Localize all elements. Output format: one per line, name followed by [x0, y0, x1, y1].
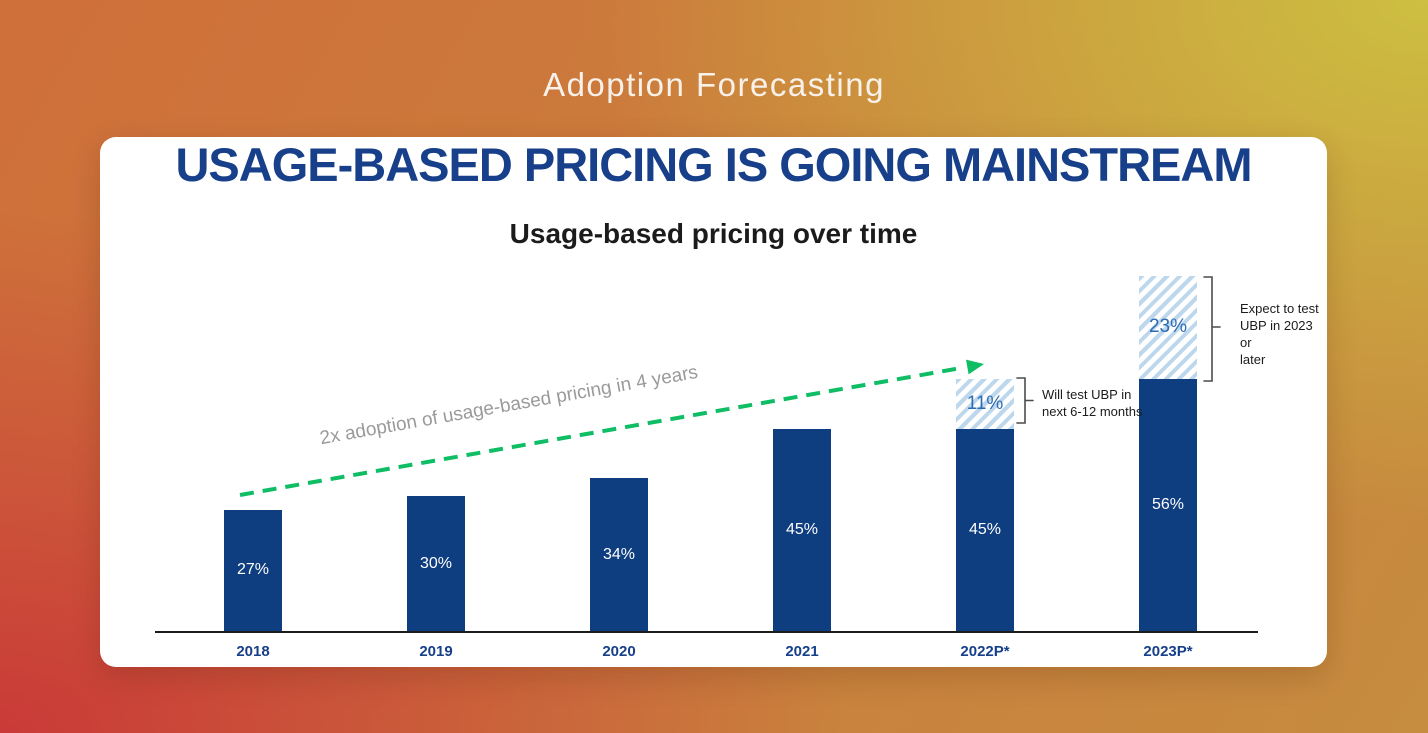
bracket-2023-icon	[1203, 276, 1221, 382]
bar-value-label: 30%	[419, 554, 453, 572]
bar-value-label: 34%	[602, 545, 636, 563]
annotation-2023: Expect to test UBP in 2023 or later	[1240, 301, 1319, 367]
slide-headline: USAGE-BASED PRICING IS GOING MAINSTREAM	[175, 138, 1252, 191]
bar-2021: 45%	[773, 428, 831, 631]
bar-2018: 27%	[224, 509, 282, 631]
trend-arrowhead-icon	[966, 359, 984, 375]
trend-annotation: 2x adoption of usage-based pricing in 4 …	[318, 361, 700, 450]
bar-2023P*: 56%	[1139, 379, 1197, 631]
annotation-2022: Will test UBP in next 6-12 months	[1042, 387, 1143, 419]
bar-chart: 27% 2018 30% 2019 34% 2020 45% 2021 45% 11% 2022P*…	[100, 137, 1327, 667]
page-title: Adoption Forecasting	[543, 66, 885, 103]
chart-title: Usage-based pricing over time	[509, 218, 918, 249]
bar-projected-label: 11%	[966, 392, 1004, 414]
bar-2020: 34%	[590, 478, 648, 631]
bar-value-label: 45%	[968, 520, 1002, 538]
bar-2019: 30%	[407, 496, 465, 631]
bar-projected-label: 23%	[1148, 316, 1188, 338]
x-axis-line	[155, 631, 1258, 633]
x-axis-label-2021: 2021	[785, 643, 819, 660]
x-axis-label-2020: 2020	[602, 643, 636, 660]
x-axis-label-2023P*: 2023P*	[1143, 643, 1193, 660]
x-axis-label-2022P*: 2022P*	[960, 643, 1010, 660]
bar-value-label: 45%	[785, 520, 819, 538]
x-axis-label-2018: 2018	[236, 643, 270, 660]
slide-card: USAGE-BASED PRICING IS GOING MAINSTREAM …	[100, 137, 1327, 667]
bracket-2022-icon	[1016, 377, 1034, 424]
bar-projected-2023P*: 23%	[1139, 275, 1197, 379]
bar-value-label: 56%	[1151, 496, 1185, 513]
bar-value-label: 27%	[236, 561, 270, 579]
bar-2022P*: 45%	[956, 428, 1014, 631]
x-axis-label-2019: 2019	[419, 643, 453, 660]
bar-projected-2022P*: 11%	[956, 379, 1014, 429]
